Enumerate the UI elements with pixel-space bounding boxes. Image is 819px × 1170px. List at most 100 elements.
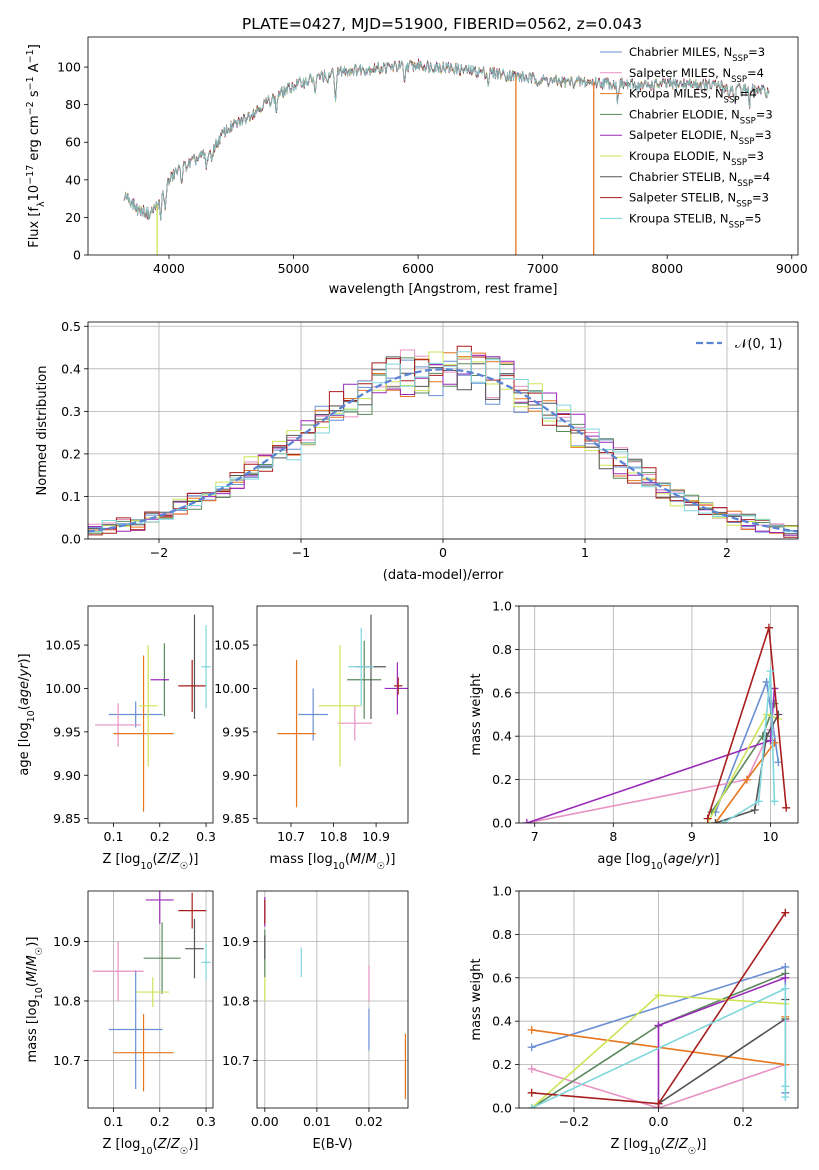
x-axis-label: Z [log10(Z/Z☉)]	[611, 1137, 707, 1157]
y-tick-label: 0.6	[492, 970, 512, 985]
x-axis-label: Z [log10(Z/Z☉)]	[103, 852, 199, 872]
y-tick-label: 0.0	[492, 1101, 512, 1116]
weight-marker-kroupa_stelib	[527, 1104, 536, 1108]
x-axis-label: mass [log10(M/M☉)]	[270, 852, 396, 872]
x-tick-label: 0.2	[150, 1114, 170, 1129]
weight-marker-salpeter_stelib	[527, 1088, 536, 1097]
weight-marker-chabrier_miles	[774, 758, 783, 767]
weight-marker-salpeter_elodie	[654, 1021, 663, 1030]
x-tick-label: 0.2	[733, 1114, 753, 1129]
legend-label-kroupa_stelib: Kroupa STELIB, NSSP=5	[629, 211, 761, 230]
axes-frame	[256, 890, 409, 1109]
x-tick-label: 0.02	[355, 1114, 383, 1129]
weight-marker-kroupa_stelib	[754, 797, 763, 806]
plot-area	[277, 614, 408, 808]
y-axis-label: Normed distribution	[35, 366, 50, 496]
histogram-kroupa_stelib	[88, 351, 798, 537]
y-tick-label: 0.8	[492, 642, 512, 657]
legend-label-chabrier_miles: Chabrier MILES, NSSP=3	[629, 45, 765, 64]
weight-marker-salpeter_stelib	[654, 1099, 663, 1108]
y-tick-label: 0.0	[492, 816, 512, 831]
plot-area	[264, 896, 406, 1100]
y-tick-label: 10.9	[53, 934, 81, 949]
weight-marker-chabrier_stelib	[711, 819, 720, 823]
panel-mass_vs_ebv: 0.00 0.01 0.02 10.7 10.8 10.9 E(B-V)	[222, 890, 409, 1152]
x-tick-label: 0.3	[196, 829, 216, 844]
plot-area	[92, 891, 211, 1092]
y-axis-label: age [log10(age/yr)]	[17, 653, 37, 775]
weight-marker-salpeter_stelib	[781, 908, 790, 917]
y-tick-label: 0.4	[492, 1014, 512, 1029]
axes-frame	[87, 605, 214, 824]
y-axis-label: mass [log10(M/M☉)]	[25, 937, 45, 1063]
x-tick-label: −0.2	[559, 1114, 589, 1129]
panel-mass_vs_Z: 0.1 0.2 0.3 10.7 10.8 10.9 Z [log10(Z/Z☉)] mass…	[25, 890, 216, 1157]
x-tick-label: 9000	[776, 261, 808, 276]
y-tick-label: 0.4	[61, 361, 81, 376]
y-tick-label: 9.85	[53, 811, 81, 826]
x-tick-label: 5000	[278, 261, 310, 276]
weight-line-kroupa_stelib	[531, 987, 787, 1108]
plot-area	[123, 58, 770, 255]
x-tick-label: 10	[763, 829, 779, 844]
page-title: PLATE=0427, MJD=51900, FIBERID=0562, z=0…	[242, 15, 642, 33]
y-tick-label: 9.95	[222, 724, 250, 739]
x-tick-label: 6000	[402, 261, 434, 276]
weight-marker-chabrier_stelib	[750, 805, 759, 814]
weight-marker-kroupa_stelib	[781, 1093, 790, 1102]
x-tick-label: 0.0	[649, 1114, 669, 1129]
y-tick-label: 10.00	[45, 681, 81, 696]
weight-marker-kroupa_stelib	[770, 797, 779, 806]
y-tick-label: 10.05	[45, 638, 81, 653]
y-tick-label: 40	[65, 172, 81, 187]
panel-massweight_vs_Z: −0.2 0.0 0.2 0.0 0.2 0.4 0.6 0.8 1.0 Z [log10(Z/Z…	[469, 884, 799, 1157]
x-tick-label: 8	[609, 829, 617, 844]
weight-marker-kroupa_miles	[742, 775, 751, 784]
legend-label-salpeter_stelib: Salpeter STELIB, NSSP=3	[629, 191, 769, 210]
y-tick-label: 10.8	[53, 993, 81, 1008]
x-tick-label: 0.2	[150, 829, 170, 844]
weight-marker-kroupa_elodie	[654, 991, 663, 1000]
legend-label-normal: 𝒩(0, 1)	[735, 337, 782, 352]
x-axis-label: (data-model)/error	[383, 568, 504, 583]
x-tick-label: 7000	[527, 261, 559, 276]
x-axis-label: E(B-V)	[312, 1137, 352, 1152]
legend: Chabrier MILES, NSSP=3 Salpeter MILES, NS…	[600, 45, 773, 230]
x-axis-label: Z [log10(Z/Z☉)]	[103, 1137, 199, 1157]
y-tick-label: 9.95	[53, 724, 81, 739]
axes-frame	[518, 890, 799, 1109]
legend-label-kroupa_elodie: Kroupa ELODIE, NSSP=3	[629, 149, 764, 168]
axes-frame	[87, 890, 214, 1109]
weight-marker-kroupa_miles	[527, 1025, 536, 1034]
x-tick-label: 10.8	[320, 829, 348, 844]
weight-marker-kroupa_stelib	[766, 667, 775, 676]
axes-frame	[87, 321, 799, 540]
plot-area	[94, 614, 211, 812]
y-tick-label: 0.0	[61, 532, 81, 547]
axes-frame	[256, 605, 409, 824]
x-tick-label: 10.9	[362, 829, 390, 844]
weight-line-kroupa_stelib	[722, 671, 776, 823]
axes-frame	[87, 36, 799, 256]
x-tick-label: 10.7	[277, 829, 305, 844]
y-tick-label: 9.90	[53, 768, 81, 783]
y-axis-label: mass weight	[469, 958, 484, 1040]
legend-label-salpeter_miles: Salpeter MILES, NSSP=4	[629, 66, 764, 85]
y-tick-label: 0.3	[61, 404, 81, 419]
x-tick-label: 0.1	[104, 829, 124, 844]
y-tick-label: 10.7	[222, 1053, 250, 1068]
weight-marker-salpeter_stelib	[703, 814, 712, 823]
y-tick-label: 10.9	[222, 934, 250, 949]
y-tick-label: 0.8	[492, 927, 512, 942]
x-tick-label: 9	[688, 829, 696, 844]
legend-label-salpeter_elodie: Salpeter ELODIE, NSSP=3	[629, 128, 772, 147]
spectrum-line-kroupa_stelib	[123, 59, 770, 221]
y-tick-label: 0.2	[492, 772, 512, 787]
panel-age_vs_Z: 0.1 0.2 0.3 9.85 9.90 9.95 10.00 10.05 Z [log10(…	[17, 605, 216, 872]
y-tick-label: 10.7	[53, 1053, 81, 1068]
plot-area	[522, 623, 791, 823]
weight-marker-salpeter_elodie	[781, 973, 790, 982]
y-tick-label: 0.2	[492, 1057, 512, 1072]
y-tick-label: 60	[65, 135, 81, 150]
plot-area	[527, 908, 790, 1108]
